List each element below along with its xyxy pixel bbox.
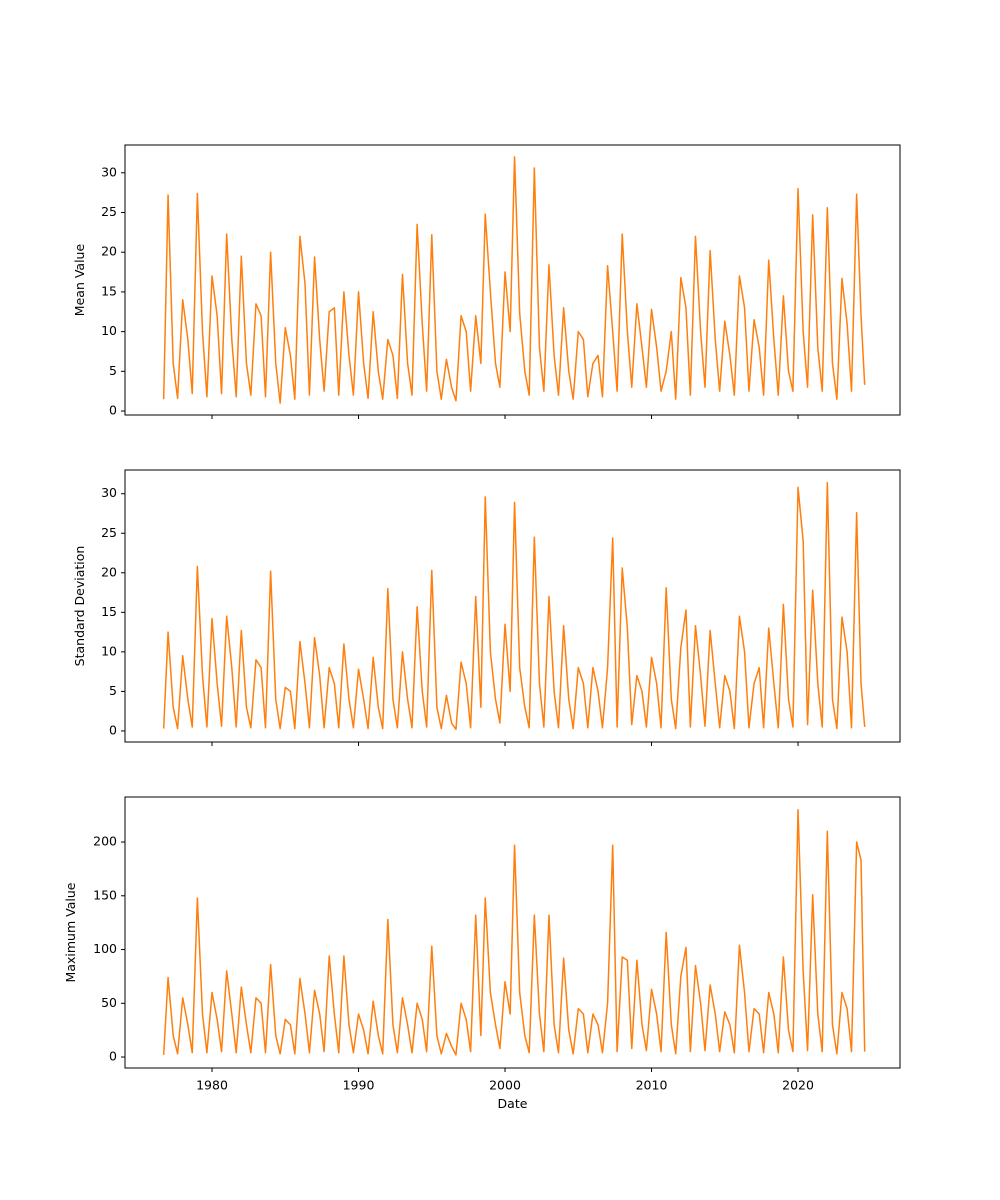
y-tick-label: 10 (101, 643, 117, 658)
x-axis-label: Date (498, 1096, 528, 1111)
y-tick-label: 10 (101, 323, 117, 338)
y-tick-label: 30 (101, 164, 117, 179)
y-tick-label: 150 (93, 887, 117, 902)
data-line (162, 809, 866, 1056)
y-tick-label: 25 (101, 204, 117, 219)
y-axis-label: Standard Deviation (72, 546, 87, 667)
y-tick-label: 20 (101, 244, 117, 259)
y-tick-label: 25 (101, 525, 117, 540)
y-axis-label: Maximum Value (63, 882, 78, 982)
x-tick-label: 1990 (343, 1078, 375, 1093)
data-line (162, 156, 866, 404)
axes-frame (124, 469, 901, 743)
y-tick-label: 0 (109, 722, 117, 737)
y-tick-label: 50 (101, 995, 117, 1010)
y-tick-label: 5 (109, 683, 117, 698)
data-line (162, 481, 866, 731)
y-tick-label: 200 (93, 834, 117, 849)
x-tick-label: 2010 (636, 1078, 668, 1093)
x-tick-label: 2000 (489, 1078, 521, 1093)
y-tick-label: 5 (109, 363, 117, 378)
x-tick-label: 2020 (782, 1078, 814, 1093)
axes-frame (124, 796, 901, 1069)
axes-frame (124, 144, 901, 416)
y-axis-label: Mean Value (72, 244, 87, 317)
y-tick-label: 0 (109, 403, 117, 418)
y-tick-label: 15 (101, 604, 117, 619)
y-tick-label: 20 (101, 564, 117, 579)
y-tick-label: 0 (109, 1049, 117, 1064)
x-tick-label: 1980 (196, 1078, 228, 1093)
y-tick-label: 30 (101, 485, 117, 500)
y-tick-label: 100 (93, 941, 117, 956)
y-tick-label: 15 (101, 283, 117, 298)
